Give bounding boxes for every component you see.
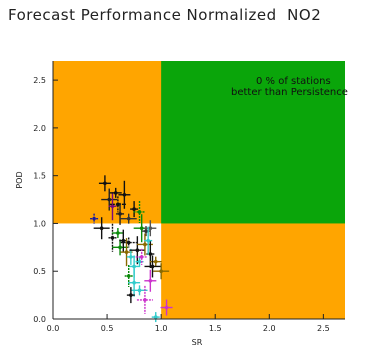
point-marker bbox=[113, 191, 118, 195]
data-point bbox=[120, 237, 137, 248]
point-marker bbox=[135, 248, 140, 252]
data-point bbox=[135, 248, 148, 265]
point-marker bbox=[139, 255, 144, 259]
point-marker bbox=[116, 231, 120, 235]
point-marker bbox=[110, 204, 115, 209]
y-tick-label: 1.5 bbox=[33, 172, 46, 181]
point-marker bbox=[153, 259, 158, 264]
data-point bbox=[144, 255, 161, 278]
point-marker bbox=[118, 212, 122, 216]
data-point bbox=[98, 175, 111, 192]
plot-background bbox=[53, 61, 345, 319]
point-marker bbox=[126, 240, 131, 245]
y-axis-label: POD bbox=[15, 171, 24, 188]
point-marker bbox=[148, 252, 153, 256]
white-region bbox=[53, 223, 162, 319]
point-marker bbox=[126, 216, 131, 221]
y-tick-label: 0.5 bbox=[33, 267, 46, 276]
data-point bbox=[144, 269, 157, 292]
point-marker bbox=[107, 197, 112, 202]
data-point bbox=[144, 220, 157, 237]
x-axis-label: SR bbox=[192, 338, 203, 347]
point-marker bbox=[129, 293, 133, 297]
point-marker bbox=[143, 242, 147, 247]
point-marker bbox=[143, 298, 147, 302]
point-marker bbox=[132, 264, 136, 269]
x-tick-label: 0.0 bbox=[47, 324, 60, 333]
x-tick-label: 2.5 bbox=[317, 324, 330, 333]
point-marker bbox=[126, 274, 131, 278]
point-marker bbox=[122, 192, 127, 197]
y-tick-label: 2.0 bbox=[33, 124, 46, 133]
data-point bbox=[120, 213, 137, 224]
point-marker bbox=[132, 207, 136, 211]
point-marker bbox=[146, 238, 150, 243]
data-points bbox=[90, 175, 173, 323]
data-point bbox=[128, 268, 141, 297]
x-tick-label: 2.0 bbox=[263, 324, 276, 333]
point-marker bbox=[116, 202, 120, 207]
data-point bbox=[151, 312, 160, 323]
axes: 0.0 0.5 1.0 1.5 2.0 2.5 0.0 0.5 1.0 1.5 2.0 2.5 SR PO… bbox=[15, 61, 348, 347]
point-marker bbox=[124, 250, 129, 254]
point-marker bbox=[103, 181, 107, 186]
data-point bbox=[90, 213, 99, 224]
point-marker bbox=[150, 264, 155, 269]
green-region bbox=[161, 61, 345, 224]
x-tick-label: 0.5 bbox=[101, 324, 114, 333]
annotation-line: better than Persistence bbox=[231, 87, 348, 98]
data-point bbox=[133, 200, 146, 223]
point-marker bbox=[137, 210, 142, 214]
y-tick-label: 2.5 bbox=[33, 76, 46, 85]
point-marker bbox=[121, 238, 126, 243]
point-marker bbox=[164, 305, 169, 310]
data-point bbox=[112, 239, 129, 256]
point-marker bbox=[99, 226, 104, 231]
point-marker bbox=[144, 229, 148, 233]
point-marker bbox=[148, 278, 153, 283]
point-marker bbox=[148, 226, 153, 231]
data-point bbox=[144, 226, 153, 255]
point-marker bbox=[110, 235, 115, 240]
annotation-line: 0 % of stations bbox=[256, 76, 331, 87]
data-point bbox=[93, 217, 110, 240]
data-point bbox=[160, 299, 173, 316]
x-tick-label: 1.0 bbox=[155, 324, 168, 333]
point-marker bbox=[92, 216, 96, 221]
point-marker bbox=[137, 259, 142, 264]
point-marker bbox=[153, 315, 158, 319]
point-marker bbox=[118, 245, 122, 250]
point-marker bbox=[159, 269, 163, 274]
chart-title: Forecast Performance Normalized NO2 bbox=[8, 6, 322, 24]
data-point bbox=[153, 263, 170, 280]
data-point bbox=[129, 236, 146, 265]
x-tick-label: 1.5 bbox=[209, 324, 222, 333]
point-marker bbox=[139, 226, 144, 231]
y-tick-label: 0.0 bbox=[33, 315, 46, 324]
point-marker bbox=[129, 255, 133, 259]
data-point bbox=[118, 180, 131, 209]
data-point bbox=[126, 287, 135, 304]
data-point bbox=[136, 285, 153, 314]
data-point bbox=[149, 256, 162, 267]
y-tick-label: 1.0 bbox=[33, 219, 46, 228]
data-point bbox=[108, 192, 117, 221]
data-point bbox=[109, 196, 126, 213]
point-marker bbox=[132, 280, 136, 285]
data-point bbox=[109, 187, 122, 198]
data-point bbox=[108, 223, 117, 252]
data-point bbox=[130, 201, 139, 218]
data-point bbox=[111, 228, 124, 238]
data-point bbox=[116, 202, 125, 225]
point-marker bbox=[137, 288, 142, 293]
